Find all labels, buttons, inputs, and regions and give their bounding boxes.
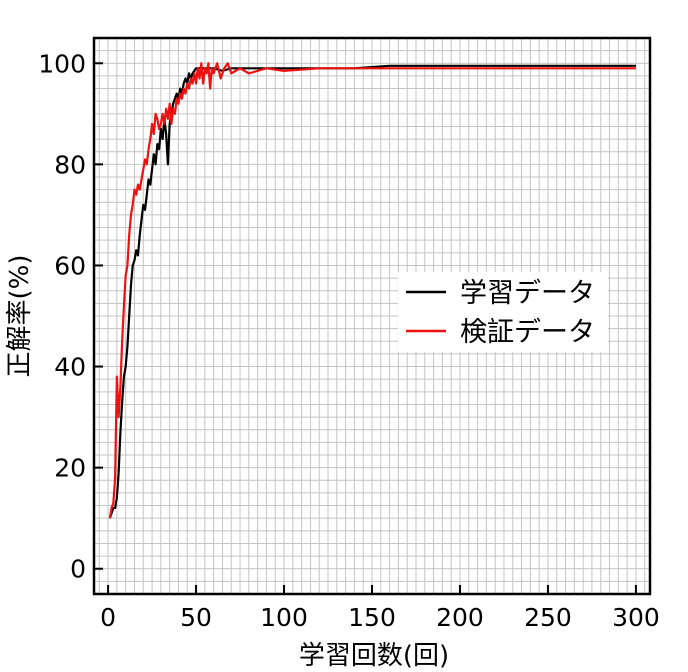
x-tick-label: 200 [436,603,484,632]
y-tick-label: 20 [54,454,86,483]
x-tick-label: 150 [348,603,396,632]
legend-label-validation: 検証データ [460,317,595,348]
x-tick-label: 300 [612,603,660,632]
x-tick-label: 50 [180,603,212,632]
y-axis-label: 正解率(%) [5,255,35,378]
y-tick-label: 60 [54,251,86,280]
x-tick-label: 0 [100,603,116,632]
y-tick-label: 80 [54,150,86,179]
series-line-validation [108,62,636,519]
x-tick-label: 100 [260,603,308,632]
legend: 学習データ 検証データ [398,272,608,352]
legend-label-train: 学習データ [460,278,595,309]
legend-background [398,272,608,352]
y-tick-label: 40 [54,353,86,382]
x-tick-label: 250 [524,603,572,632]
axis-ticks: 0 50 100 150 200 250 300 0 20 40 60 80 100 [38,49,660,632]
y-tick-label: 100 [38,49,86,78]
x-axis-label: 学習回数(回) [299,641,449,671]
y-tick-label: 0 [70,555,86,584]
series-lines [108,62,636,519]
